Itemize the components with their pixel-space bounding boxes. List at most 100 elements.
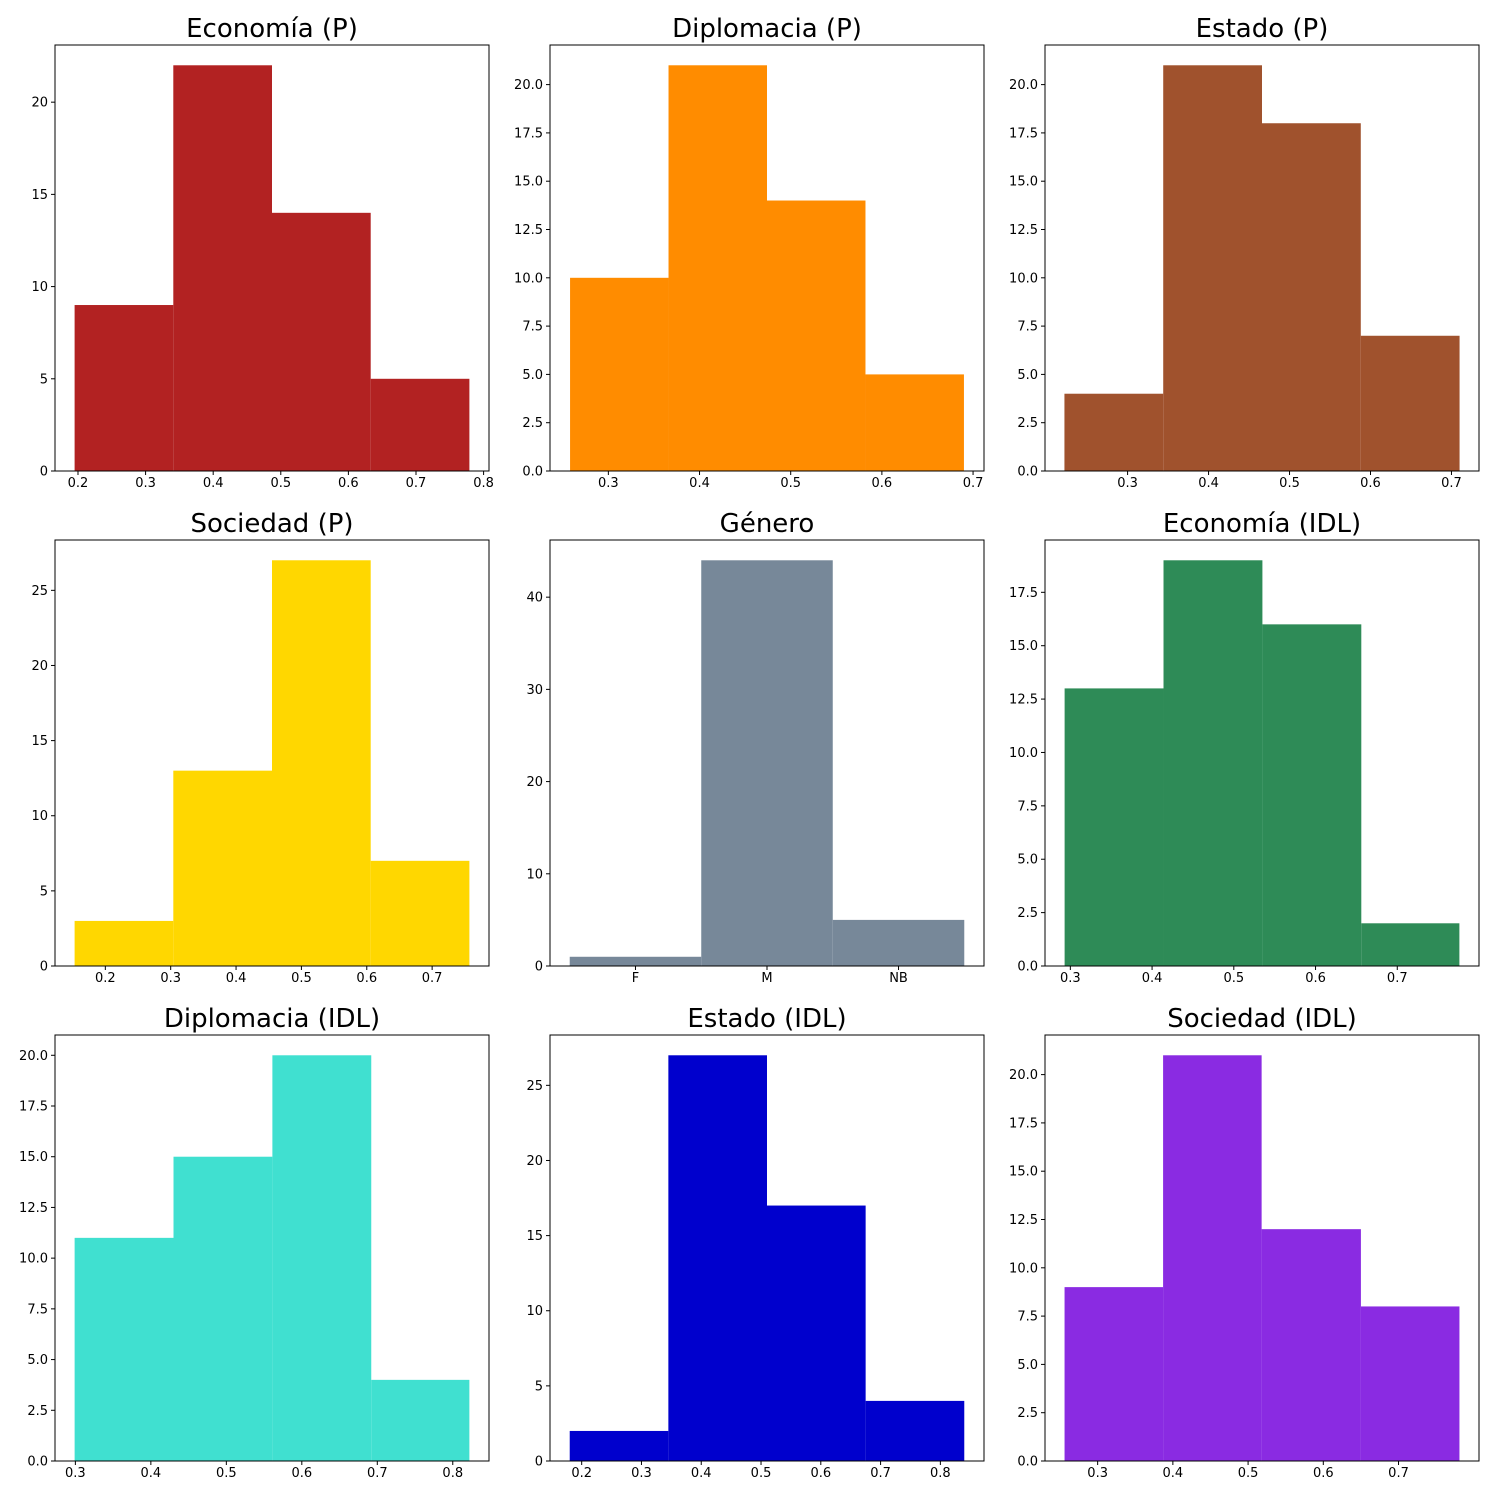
y-tick-label: 5.0 <box>27 1353 48 1368</box>
y-tick-label: 20 <box>31 96 48 111</box>
x-tick-label: 0.7 <box>870 1466 891 1481</box>
histogram-bar <box>173 770 272 966</box>
x-tick-label: 0.5 <box>1223 971 1244 986</box>
x-tick-label: 0.8 <box>442 1466 463 1481</box>
y-tick-label: 2.5 <box>1017 416 1038 431</box>
y-tick-label: 0.0 <box>27 1455 48 1470</box>
x-tick-label: 0.6 <box>810 1466 831 1481</box>
histogram-bar <box>173 65 272 472</box>
x-tick-label: 0.4 <box>1142 971 1163 986</box>
x-tick-label: M <box>761 971 772 986</box>
y-tick-label: 17.5 <box>1009 126 1038 141</box>
y-tick-label: 5.0 <box>1017 1358 1038 1373</box>
x-tick-label: 0.3 <box>631 1466 652 1481</box>
y-tick-label: 15.0 <box>1009 175 1038 190</box>
y-tick-label: 15.0 <box>514 175 543 190</box>
histogram-bar <box>1262 624 1362 966</box>
histogram-panel: Diplomacia (P) 0.3 0.4 0.5 0.6 0.7 0.0 2.5 5.0 7.… <box>514 14 985 491</box>
axes-frame <box>1044 539 1480 967</box>
x-tick-label: 0.6 <box>1360 476 1381 491</box>
y-tick-label: 20 <box>526 775 543 790</box>
histogram-bar <box>74 920 174 966</box>
x-tick-label: 0.2 <box>68 476 89 491</box>
x-tick-label: 0.2 <box>571 1466 592 1481</box>
x-tick-label: 0.3 <box>1117 476 1138 491</box>
x-tick-label: 0.6 <box>338 476 359 491</box>
y-tick-label: 7.5 <box>522 320 543 335</box>
histogram-bar <box>865 374 964 471</box>
y-tick-label: 15 <box>31 734 48 749</box>
x-tick-label: 0.4 <box>691 1466 712 1481</box>
x-tick-label: 0.4 <box>689 476 710 491</box>
x-tick-label: 0.5 <box>751 1466 772 1481</box>
y-tick-label: 0.0 <box>522 465 543 480</box>
axes-frame <box>54 1034 490 1462</box>
histogram-bar <box>74 1237 174 1461</box>
axes-frame <box>1044 1034 1480 1462</box>
x-tick-label: 0.5 <box>291 971 312 986</box>
y-tick-label: 5.0 <box>1017 853 1038 868</box>
x-tick-label: 0.6 <box>1305 971 1326 986</box>
histogram-panel: Género F M NB 0 10 20 30 40 <box>526 509 985 986</box>
histogram-panel: Diplomacia (IDL) 0.3 0.4 0.5 0.6 0.7 0.8 0.0 2.5… <box>19 1004 490 1481</box>
y-tick-label: 15.0 <box>19 1150 48 1165</box>
y-tick-label: 12.5 <box>19 1201 48 1216</box>
y-tick-label: 10.0 <box>19 1252 48 1267</box>
panel-title: Sociedad (P) <box>190 509 353 539</box>
histogram-bar <box>1064 688 1164 966</box>
y-tick-label: 10 <box>526 1304 543 1319</box>
y-tick-label: 12.5 <box>514 223 543 238</box>
x-tick-label: 0.5 <box>1279 476 1300 491</box>
panel-title: Estado (P) <box>1196 14 1329 44</box>
axes-frame <box>54 539 490 967</box>
axes-frame <box>54 44 490 472</box>
panel-title: Diplomacia (IDL) <box>164 1004 380 1034</box>
panel-title: Economía (P) <box>186 14 358 44</box>
x-tick-label: 0.7 <box>367 1466 388 1481</box>
x-tick-label: 0.7 <box>406 476 427 491</box>
histogram-bar <box>1064 1287 1164 1461</box>
y-tick-label: 15.0 <box>1009 1165 1038 1180</box>
histogram-bar <box>701 560 833 966</box>
histogram-bar <box>370 860 470 966</box>
histogram-bar <box>1064 393 1164 471</box>
histogram-bar <box>1163 1055 1262 1461</box>
panel-title: Sociedad (IDL) <box>1167 1004 1357 1034</box>
histogram-panel: Sociedad (P) 0.2 0.3 0.4 0.5 0.6 0.7 0 5 10 15 20 25 <box>31 509 490 986</box>
y-tick-label: 10 <box>31 280 48 295</box>
y-tick-label: 10 <box>526 867 543 882</box>
y-tick-label: 12.5 <box>1009 1213 1038 1228</box>
x-tick-label: 0.8 <box>473 476 494 491</box>
y-tick-label: 0 <box>535 1455 543 1470</box>
x-tick-label: 0.3 <box>598 476 619 491</box>
y-tick-label: 5.0 <box>1017 368 1038 383</box>
histogram-bar <box>570 277 669 471</box>
panel-title: Economía (IDL) <box>1163 509 1361 539</box>
histogram-bar <box>668 65 767 472</box>
y-tick-label: 10.0 <box>1009 1261 1038 1276</box>
y-tick-label: 2.5 <box>1017 1406 1038 1421</box>
histogram-bar <box>272 1055 372 1461</box>
x-tick-label: 0.3 <box>65 1466 86 1481</box>
y-tick-label: 5.0 <box>522 368 543 383</box>
histogram-panel: Economía (P) 0.2 0.3 0.4 0.5 0.6 0.7 0.8 0 5 10 15 2… <box>31 14 493 491</box>
y-tick-label: 17.5 <box>1009 586 1038 601</box>
histogram-bar <box>668 1055 767 1461</box>
histogram-bar <box>1360 1306 1460 1461</box>
y-tick-label: 5 <box>40 372 48 387</box>
x-tick-label: 0.6 <box>872 476 893 491</box>
y-tick-label: 0 <box>535 960 543 975</box>
panel-title: Diplomacia (P) <box>672 14 862 44</box>
histogram-panel: Estado (P) 0.3 0.4 0.5 0.6 0.7 0.0 2.5 5.0 7.5 10.… <box>1009 14 1480 491</box>
x-tick-label: 0.4 <box>226 971 247 986</box>
x-tick-label: 0.3 <box>1060 971 1081 986</box>
y-tick-label: 12.5 <box>1009 223 1038 238</box>
histogram-bar <box>173 1156 273 1461</box>
y-tick-label: 20.0 <box>1009 1068 1038 1083</box>
x-tick-label: 0.4 <box>1163 1466 1184 1481</box>
x-tick-label: 0.3 <box>160 971 181 986</box>
histogram-bar <box>74 305 174 471</box>
x-tick-label: 0.6 <box>291 1466 312 1481</box>
histogram-bar <box>1262 123 1361 471</box>
histogram-bar <box>1360 335 1460 471</box>
